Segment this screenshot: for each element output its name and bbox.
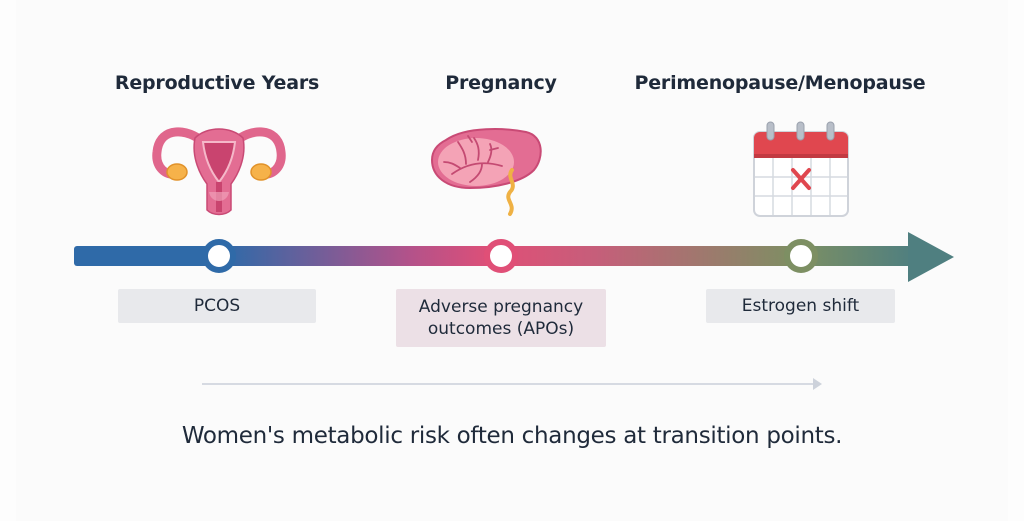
progression-arrow-line — [202, 383, 814, 385]
placenta-icon — [426, 118, 546, 222]
progression-arrowhead-icon — [813, 378, 822, 390]
uterus-icon — [151, 118, 287, 222]
event-label-apos-line1: Adverse pregnancy — [418, 297, 584, 317]
event-label-estrogen-shift: Estrogen shift — [706, 289, 895, 323]
diagram-caption: Women's metabolic risk often changes at … — [181, 423, 843, 449]
calendar-missed-icon — [751, 120, 851, 224]
stage-title-menopause: Perimenopause/Menopause — [634, 72, 926, 94]
timeline-node-reproductive-years — [202, 239, 236, 273]
timeline-node-menopause — [784, 239, 818, 273]
stage-title-reproductive-years: Reproductive Years — [114, 72, 320, 94]
timeline-node-pregnancy — [484, 239, 518, 273]
stage-title-pregnancy: Pregnancy — [445, 72, 557, 94]
timeline-arrowhead-icon — [908, 232, 954, 282]
event-label-estrogen-shift-text: Estrogen shift — [741, 296, 860, 316]
event-label-pcos-text: PCOS — [193, 296, 241, 316]
event-label-apos-line2: outcomes (APOs) — [427, 319, 575, 339]
event-label-pcos: PCOS — [118, 289, 316, 323]
event-label-apos: Adverse pregnancy outcomes (APOs) — [396, 289, 606, 347]
